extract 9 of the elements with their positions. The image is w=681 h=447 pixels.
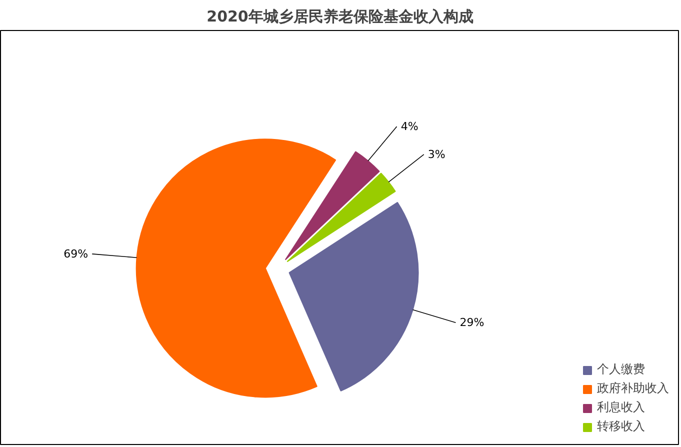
legend-label: 个人缴费: [597, 361, 645, 378]
legend-label: 政府补助收入: [597, 380, 669, 397]
legend-label: 利息收入: [597, 399, 645, 416]
chart-title: 2020年城乡居民养老保险基金收入构成: [206, 8, 474, 26]
data-label: 29%: [460, 316, 484, 330]
data-label: 69%: [64, 247, 88, 260]
data-label: 4%: [400, 120, 418, 134]
data-label: 3%: [428, 148, 446, 161]
legend-label: 转移收入: [597, 418, 645, 435]
